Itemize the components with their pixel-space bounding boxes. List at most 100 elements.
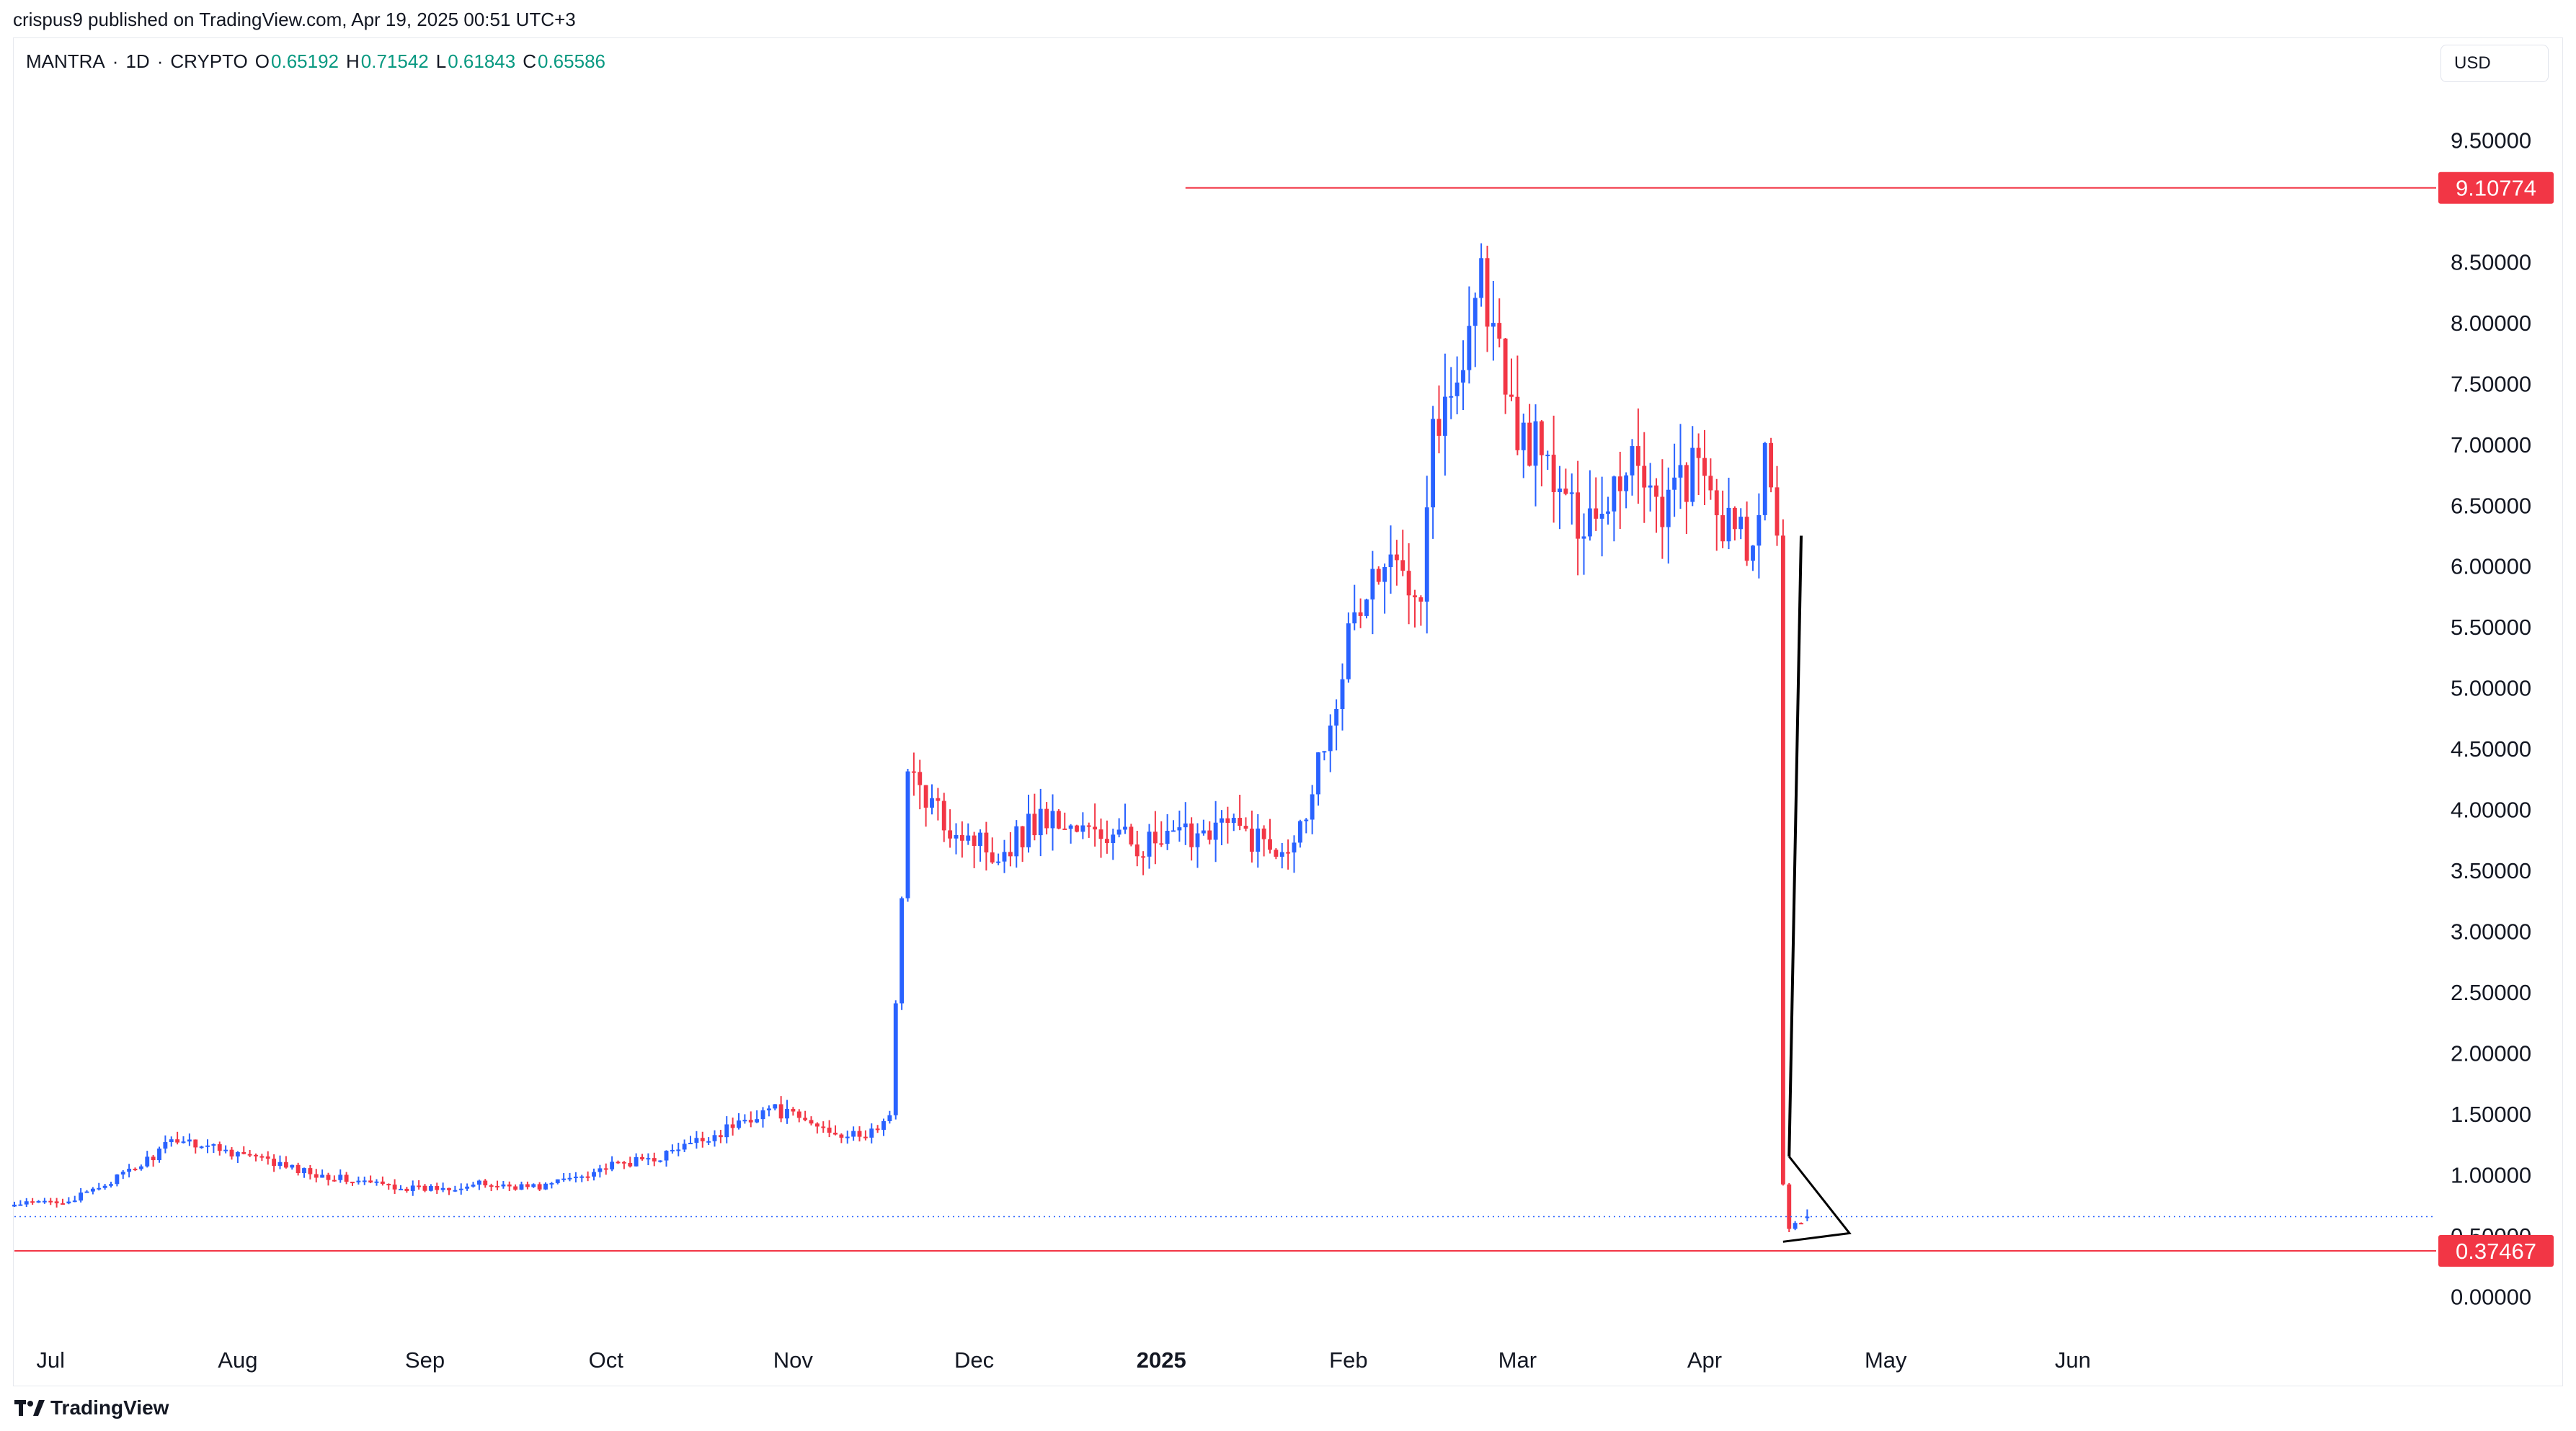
candle-body[interactable] — [320, 1174, 325, 1178]
candle-body[interactable] — [948, 830, 953, 839]
candle-body[interactable] — [1576, 492, 1581, 539]
candle-body[interactable] — [537, 1184, 542, 1190]
candle-body[interactable] — [254, 1154, 258, 1156]
candle-body[interactable] — [531, 1184, 536, 1187]
candle-body[interactable] — [79, 1192, 84, 1201]
candle-body[interactable] — [905, 771, 910, 899]
candle-body[interactable] — [887, 1115, 892, 1121]
candle-body[interactable] — [471, 1185, 476, 1187]
candle-body[interactable] — [1491, 323, 1496, 327]
candle-body[interactable] — [223, 1149, 228, 1151]
candle-body[interactable] — [959, 834, 964, 841]
candle-body[interactable] — [1732, 507, 1737, 530]
candle-body[interactable] — [102, 1185, 107, 1188]
candle-body[interactable] — [1533, 421, 1538, 466]
candle-body[interactable] — [791, 1109, 796, 1112]
candle-body[interactable] — [1116, 829, 1122, 835]
candle-body[interactable] — [1231, 818, 1236, 824]
candle-body[interactable] — [1056, 811, 1061, 829]
candle-body[interactable] — [1279, 852, 1284, 857]
candle-body[interactable] — [1787, 1184, 1792, 1229]
candle-body[interactable] — [1454, 382, 1460, 396]
candle-body[interactable] — [66, 1201, 71, 1204]
legend-symbol[interactable]: MANTRA — [26, 50, 105, 72]
candle-body[interactable] — [1297, 821, 1302, 843]
candle-body[interactable] — [1587, 508, 1592, 537]
candle-body[interactable] — [483, 1180, 488, 1186]
trend-line-drawing[interactable] — [1787, 535, 1803, 1157]
candle-body[interactable] — [157, 1149, 161, 1161]
candle-body[interactable] — [863, 1136, 868, 1138]
candle-body[interactable] — [652, 1158, 657, 1162]
candle-body[interactable] — [881, 1120, 886, 1130]
candle-body[interactable] — [561, 1178, 567, 1180]
candle-body[interactable] — [362, 1180, 367, 1182]
candle-body[interactable] — [1352, 612, 1357, 624]
candle-body[interactable] — [1479, 258, 1484, 298]
candle-body[interactable] — [1346, 623, 1351, 679]
candle-body[interactable] — [1521, 422, 1526, 450]
candle-body[interactable] — [1509, 394, 1514, 397]
candle-body[interactable] — [1599, 514, 1604, 519]
candle-body[interactable] — [1436, 419, 1442, 436]
candle-body[interactable] — [1220, 818, 1224, 823]
candle-body[interactable] — [1726, 507, 1731, 542]
candle-body[interactable] — [368, 1180, 373, 1183]
candle-body[interactable] — [1805, 1216, 1810, 1218]
candle-body[interactable] — [658, 1160, 663, 1162]
candle-body[interactable] — [603, 1168, 608, 1170]
candle-body[interactable] — [1400, 560, 1405, 571]
candle-body[interactable] — [718, 1135, 723, 1138]
candle-body[interactable] — [1382, 567, 1387, 582]
candle-body[interactable] — [1026, 813, 1031, 847]
candle-body[interactable] — [1062, 828, 1067, 830]
candle-body[interactable] — [169, 1139, 174, 1143]
candle-body[interactable] — [290, 1164, 295, 1168]
candle-body[interactable] — [145, 1156, 150, 1167]
candle-body[interactable] — [133, 1169, 138, 1171]
candle-body[interactable] — [579, 1176, 585, 1178]
candle-body[interactable] — [1539, 421, 1544, 455]
candle-body[interactable] — [84, 1191, 89, 1193]
candle-body[interactable] — [1690, 447, 1695, 502]
candle-body[interactable] — [1672, 477, 1677, 490]
candle-body[interactable] — [1268, 839, 1272, 850]
candle-body[interactable] — [1183, 823, 1188, 828]
candle-body[interactable] — [205, 1145, 210, 1147]
candle-body[interactable] — [1080, 825, 1085, 832]
candle-body[interactable] — [326, 1174, 331, 1180]
candle-body[interactable] — [374, 1181, 379, 1183]
candle-body[interactable] — [918, 772, 923, 785]
candle-body[interactable] — [1394, 554, 1399, 561]
candle-body[interactable] — [1274, 850, 1279, 857]
candle-body[interactable] — [175, 1139, 180, 1143]
currency-selector[interactable]: USD — [2440, 45, 2549, 82]
candle-body[interactable] — [1340, 679, 1345, 709]
candle-body[interactable] — [308, 1168, 313, 1174]
candle-body[interactable] — [163, 1142, 168, 1149]
candle-body[interactable] — [1467, 326, 1472, 370]
candle-body[interactable] — [435, 1186, 440, 1190]
candle-body[interactable] — [283, 1162, 288, 1168]
candle-body[interactable] — [404, 1188, 409, 1191]
candle-body[interactable] — [440, 1187, 445, 1190]
candle-body[interactable] — [1388, 554, 1393, 568]
candle-body[interactable] — [1751, 545, 1755, 561]
candle-body[interactable] — [1304, 819, 1309, 821]
candle-body[interactable] — [1406, 571, 1411, 596]
candle-body[interactable] — [12, 1204, 17, 1207]
candle-body[interactable] — [1152, 832, 1158, 844]
candle-body[interactable] — [1413, 595, 1417, 597]
candle-body[interactable] — [682, 1144, 687, 1150]
candle-body[interactable] — [1738, 517, 1744, 530]
candle-body[interactable] — [1497, 323, 1502, 339]
candle-body[interactable] — [1213, 822, 1218, 840]
candle-body[interactable] — [277, 1162, 283, 1167]
candle-body[interactable] — [984, 832, 989, 853]
candle-body[interactable] — [1708, 476, 1713, 491]
candle-body[interactable] — [1370, 569, 1375, 599]
candle-body[interactable] — [1594, 508, 1599, 519]
candle-body[interactable] — [30, 1201, 35, 1203]
candle-body[interactable] — [1075, 825, 1079, 832]
